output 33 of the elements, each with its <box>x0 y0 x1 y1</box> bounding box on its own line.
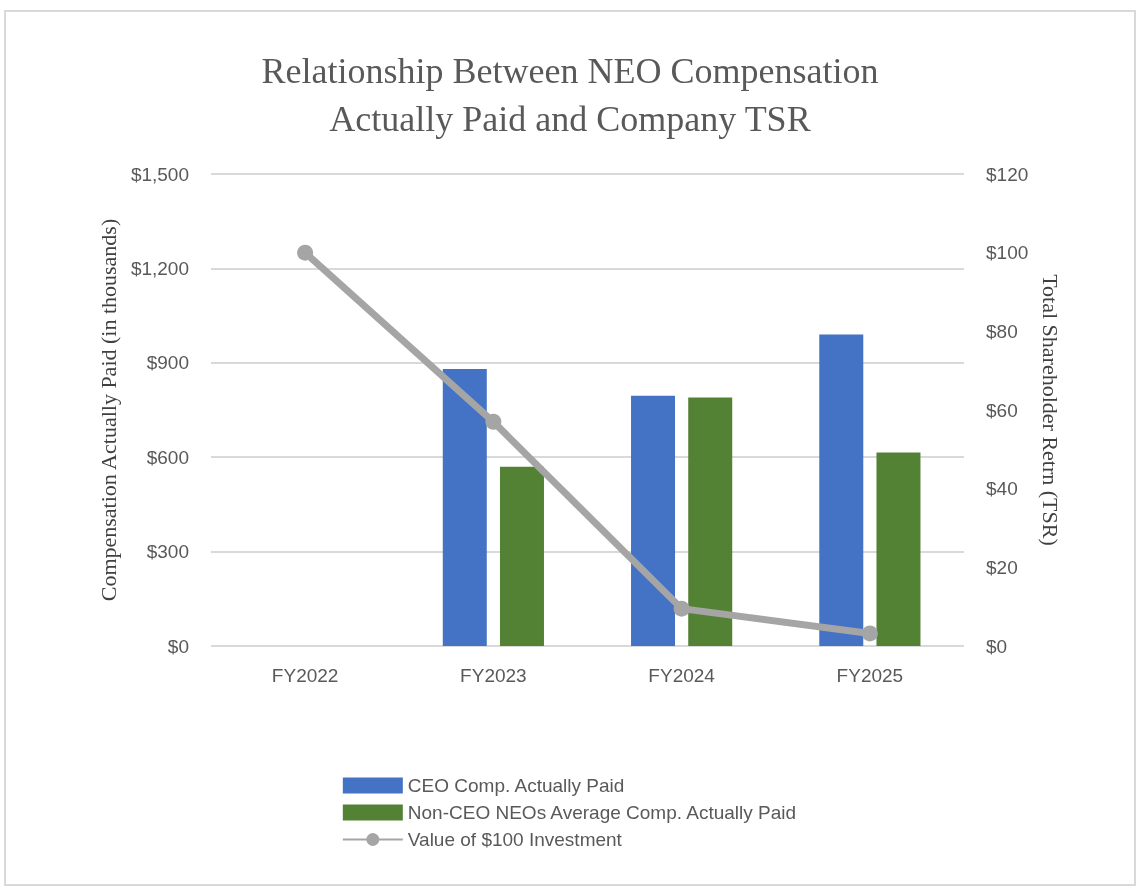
bar <box>499 466 544 646</box>
bar <box>688 397 733 646</box>
point <box>861 625 878 642</box>
y2-tick-label: $120 <box>986 163 1029 185</box>
x-tick-label: FY2022 <box>271 665 339 686</box>
x-tick-label: FY2025 <box>836 665 904 686</box>
bar <box>442 369 487 646</box>
bar <box>631 395 676 646</box>
x-tick-label: FY2024 <box>648 665 716 686</box>
y2-tick-label: $80 <box>986 320 1018 342</box>
point <box>297 244 314 261</box>
y-tick-label: $1,200 <box>130 257 189 279</box>
y-tick-label: $900 <box>146 352 189 374</box>
y2-tick-label: $20 <box>986 556 1018 578</box>
x-tick-label: FY2023 <box>460 665 527 686</box>
y-tick-label: $300 <box>146 541 189 563</box>
legend-label: CEO Comp. Actually Paid <box>407 775 625 796</box>
y2-tick-label: $60 <box>986 399 1018 421</box>
legend-label: Value of $100 Investment <box>407 829 623 850</box>
chart-title: Relationship Between NEO Compensation Actually Paid and Company TSR <box>261 51 879 139</box>
y2-tick-label: $0 <box>986 635 1008 657</box>
y-tick-label: $1,500 <box>130 163 189 185</box>
point <box>673 600 690 617</box>
y2-tick-label: $100 <box>986 242 1029 264</box>
y-tick-label: $600 <box>146 446 189 468</box>
y2-tick-label: $40 <box>986 478 1018 500</box>
point <box>485 413 502 430</box>
y-tick-label: $0 <box>167 635 189 657</box>
bar <box>876 452 921 646</box>
y-axis-title: Compensation Actually Paid (in thousands) <box>96 218 122 602</box>
y2-axis-title: Total Shareholder Retrn (TSR) <box>1037 274 1063 546</box>
legend-label: Non-CEO NEOs Average Comp. Actually Paid <box>407 802 797 823</box>
bar <box>819 334 864 646</box>
